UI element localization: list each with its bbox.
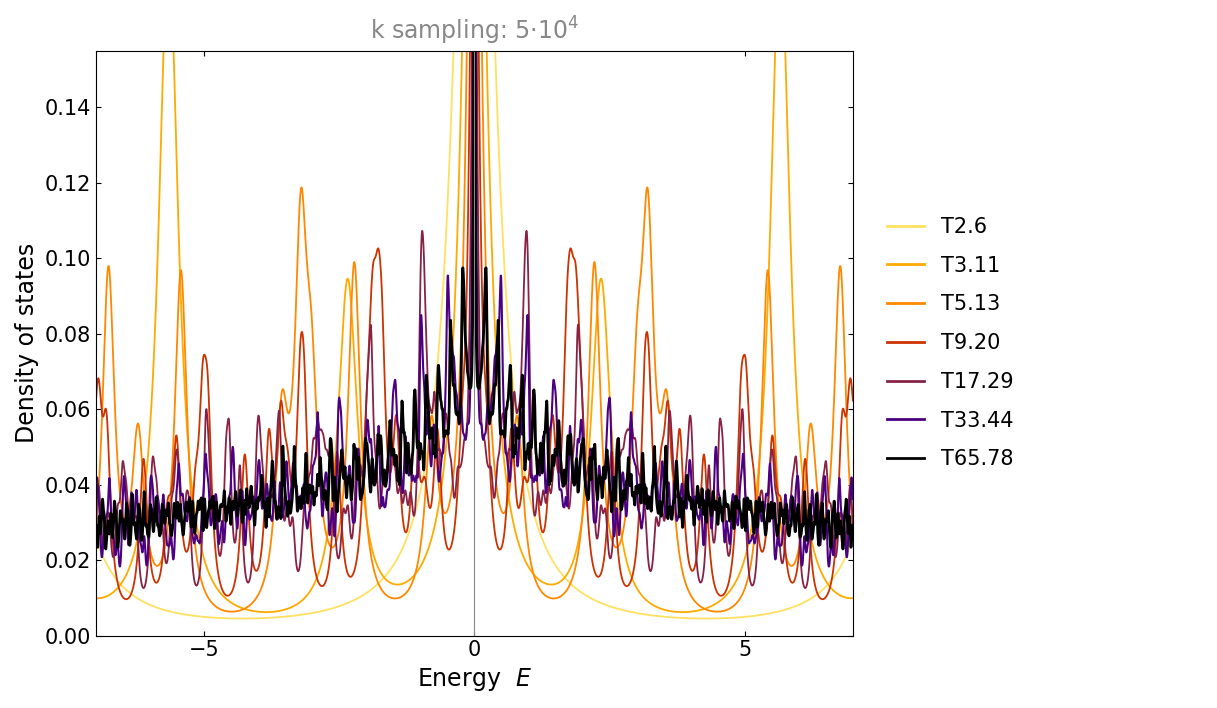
T33.44 [639, 494, 654, 503]
T65.78 [836, 544, 851, 553]
T17.29 [89, 521, 103, 530]
T9.20 [823, 583, 837, 592]
T2.6 [413, 489, 427, 498]
Line: T9.20: T9.20 [96, 0, 853, 599]
T65.78 [823, 531, 837, 539]
T3.11 [406, 571, 421, 580]
T17.29 [639, 523, 654, 532]
T33.44 [448, 382, 462, 391]
T33.44 [785, 493, 800, 501]
T9.20 [406, 430, 421, 438]
T5.13 [89, 525, 103, 533]
Line: T65.78: T65.78 [96, 0, 853, 549]
T3.11 [823, 583, 837, 591]
T2.6 [699, 615, 713, 623]
T2.6 [846, 534, 860, 542]
Line: T17.29: T17.29 [96, 0, 853, 588]
T33.44 [821, 562, 836, 571]
T3.11 [413, 563, 427, 571]
T17.29 [785, 476, 800, 484]
T3.11 [448, 277, 462, 285]
T9.20 [846, 396, 860, 405]
Title: k sampling: $5{\cdot}10^4$: k sampling: $5{\cdot}10^4$ [370, 15, 579, 47]
T5.13 [639, 190, 654, 198]
T33.44 [823, 554, 837, 563]
T33.44 [413, 360, 427, 369]
T3.11 [259, 608, 274, 617]
T5.13 [785, 561, 800, 570]
T17.29 [823, 498, 837, 507]
T17.29 [413, 291, 427, 299]
T5.13 [448, 445, 462, 453]
T17.29 [406, 511, 421, 520]
T17.29 [846, 521, 860, 530]
T3.11 [89, 594, 103, 603]
T9.20 [448, 513, 462, 522]
T2.6 [639, 610, 654, 619]
Legend: T2.6, T3.11, T5.13, T9.20, T17.29, T33.44, T65.78: T2.6, T3.11, T5.13, T9.20, T17.29, T33.4… [879, 209, 1022, 478]
T33.44 [89, 495, 103, 503]
T65.78 [89, 521, 103, 530]
T33.44 [846, 495, 860, 503]
T5.13 [224, 607, 239, 616]
T9.20 [785, 578, 800, 587]
Y-axis label: Density of states: Density of states [15, 243, 39, 443]
T65.78 [639, 484, 654, 492]
T65.78 [413, 450, 427, 459]
T65.78 [846, 521, 860, 530]
X-axis label: Energy  $E$: Energy $E$ [417, 666, 532, 693]
T2.6 [89, 534, 103, 542]
T2.6 [823, 578, 837, 586]
T3.11 [785, 287, 800, 295]
Line: T5.13: T5.13 [96, 0, 853, 612]
T17.29 [448, 486, 462, 494]
T65.78 [406, 403, 421, 411]
T3.11 [639, 595, 654, 604]
T2.6 [406, 513, 421, 521]
T9.20 [89, 396, 103, 405]
T33.44 [406, 474, 421, 482]
T65.78 [448, 404, 462, 413]
T9.20 [413, 472, 427, 481]
T17.29 [136, 584, 151, 593]
T5.13 [846, 525, 860, 533]
T5.13 [406, 573, 421, 582]
T65.78 [785, 501, 800, 509]
T5.13 [413, 544, 427, 553]
Line: T33.44: T33.44 [96, 0, 853, 566]
T9.20 [639, 331, 654, 340]
T9.20 [815, 595, 830, 603]
T5.13 [823, 476, 837, 484]
Line: T3.11: T3.11 [96, 0, 853, 612]
Line: T2.6: T2.6 [96, 0, 853, 619]
T3.11 [846, 594, 860, 603]
T2.6 [785, 603, 800, 612]
